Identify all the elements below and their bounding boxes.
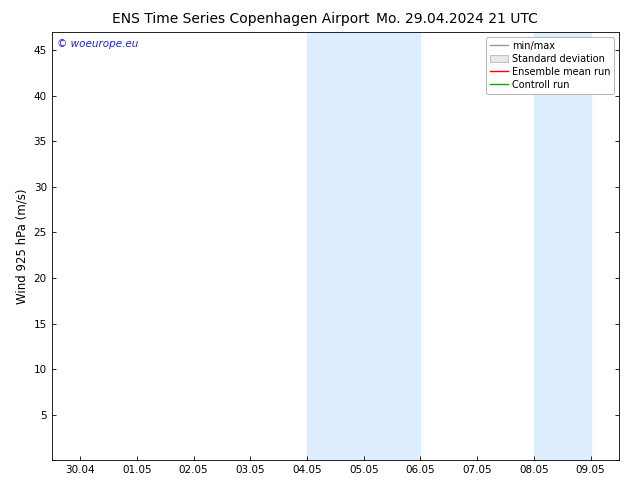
- Bar: [534, 32, 591, 460]
- Bar: [364, 32, 420, 460]
- Legend: min/max, Standard deviation, Ensemble mean run, Controll run: min/max, Standard deviation, Ensemble me…: [486, 37, 614, 94]
- Text: ENS Time Series Copenhagen Airport: ENS Time Series Copenhagen Airport: [112, 12, 370, 26]
- Text: Mo. 29.04.2024 21 UTC: Mo. 29.04.2024 21 UTC: [375, 12, 538, 26]
- Y-axis label: Wind 925 hPa (m/s): Wind 925 hPa (m/s): [15, 188, 28, 304]
- Text: © woeurope.eu: © woeurope.eu: [57, 39, 139, 49]
- Bar: [307, 32, 364, 460]
